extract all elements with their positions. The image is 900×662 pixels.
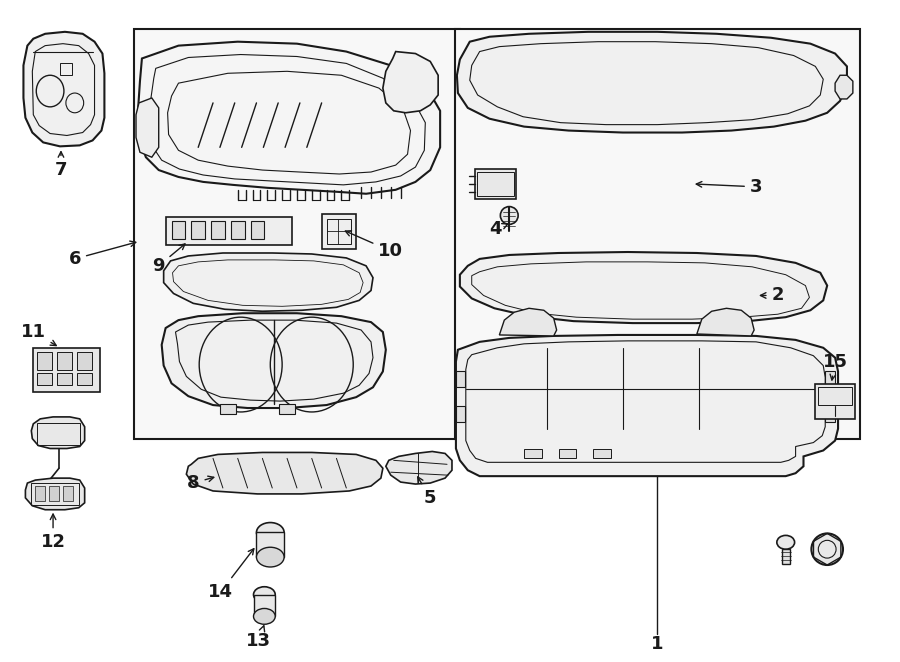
Polygon shape xyxy=(164,253,373,311)
Polygon shape xyxy=(697,308,754,336)
Polygon shape xyxy=(256,532,284,557)
Polygon shape xyxy=(460,252,827,323)
Polygon shape xyxy=(835,75,853,99)
Bar xyxy=(33,348,101,392)
Polygon shape xyxy=(25,478,85,510)
Text: 3: 3 xyxy=(697,178,762,196)
Bar xyxy=(815,385,855,419)
Text: 10: 10 xyxy=(346,231,403,260)
Text: 2: 2 xyxy=(760,287,784,305)
Ellipse shape xyxy=(256,547,284,567)
Bar xyxy=(37,373,52,385)
Bar xyxy=(250,221,265,239)
Bar xyxy=(192,221,205,239)
Ellipse shape xyxy=(256,522,284,542)
Polygon shape xyxy=(456,335,838,476)
Polygon shape xyxy=(138,42,440,194)
Bar xyxy=(63,486,73,501)
Polygon shape xyxy=(457,32,847,132)
Polygon shape xyxy=(254,594,275,616)
Bar xyxy=(37,423,80,445)
Bar xyxy=(172,221,185,239)
Bar xyxy=(37,352,52,369)
Text: 13: 13 xyxy=(246,626,271,650)
Text: 7: 7 xyxy=(55,152,68,179)
Bar xyxy=(524,448,542,458)
Bar xyxy=(211,221,225,239)
Polygon shape xyxy=(136,98,158,157)
Text: 14: 14 xyxy=(209,549,254,600)
Bar xyxy=(60,64,72,75)
Ellipse shape xyxy=(500,207,518,224)
Ellipse shape xyxy=(254,587,275,602)
Text: 8: 8 xyxy=(187,474,214,492)
Bar xyxy=(57,373,72,385)
Ellipse shape xyxy=(812,534,843,565)
Polygon shape xyxy=(456,371,464,387)
Bar xyxy=(76,373,92,385)
Polygon shape xyxy=(782,549,789,564)
Bar xyxy=(559,448,576,458)
Bar xyxy=(477,172,514,196)
Text: 5: 5 xyxy=(418,477,436,507)
Text: 15: 15 xyxy=(823,353,848,380)
Bar xyxy=(166,217,292,245)
Text: 11: 11 xyxy=(21,323,56,346)
Bar xyxy=(76,352,92,369)
Polygon shape xyxy=(500,308,556,336)
Bar xyxy=(134,29,460,439)
Bar xyxy=(321,214,356,249)
Polygon shape xyxy=(386,451,452,484)
Bar xyxy=(327,219,351,244)
Polygon shape xyxy=(382,52,438,113)
Text: 6: 6 xyxy=(68,241,136,268)
Text: 4: 4 xyxy=(490,220,508,238)
Polygon shape xyxy=(825,371,835,387)
Bar xyxy=(57,352,72,369)
Text: 12: 12 xyxy=(40,514,66,551)
Bar xyxy=(230,221,245,239)
Bar xyxy=(593,448,611,458)
Polygon shape xyxy=(32,417,85,448)
Polygon shape xyxy=(186,452,382,494)
Bar xyxy=(474,169,517,199)
Polygon shape xyxy=(825,406,835,422)
Bar xyxy=(35,486,45,501)
Bar xyxy=(818,387,852,405)
Text: 9: 9 xyxy=(152,244,185,275)
Polygon shape xyxy=(456,406,464,422)
Bar xyxy=(32,483,78,505)
Polygon shape xyxy=(23,32,104,146)
Bar xyxy=(50,486,59,501)
Ellipse shape xyxy=(254,608,275,624)
Polygon shape xyxy=(220,404,236,414)
Polygon shape xyxy=(162,313,386,408)
Ellipse shape xyxy=(777,536,795,549)
Text: 1: 1 xyxy=(651,635,663,653)
Bar xyxy=(454,29,860,439)
Polygon shape xyxy=(279,404,295,414)
